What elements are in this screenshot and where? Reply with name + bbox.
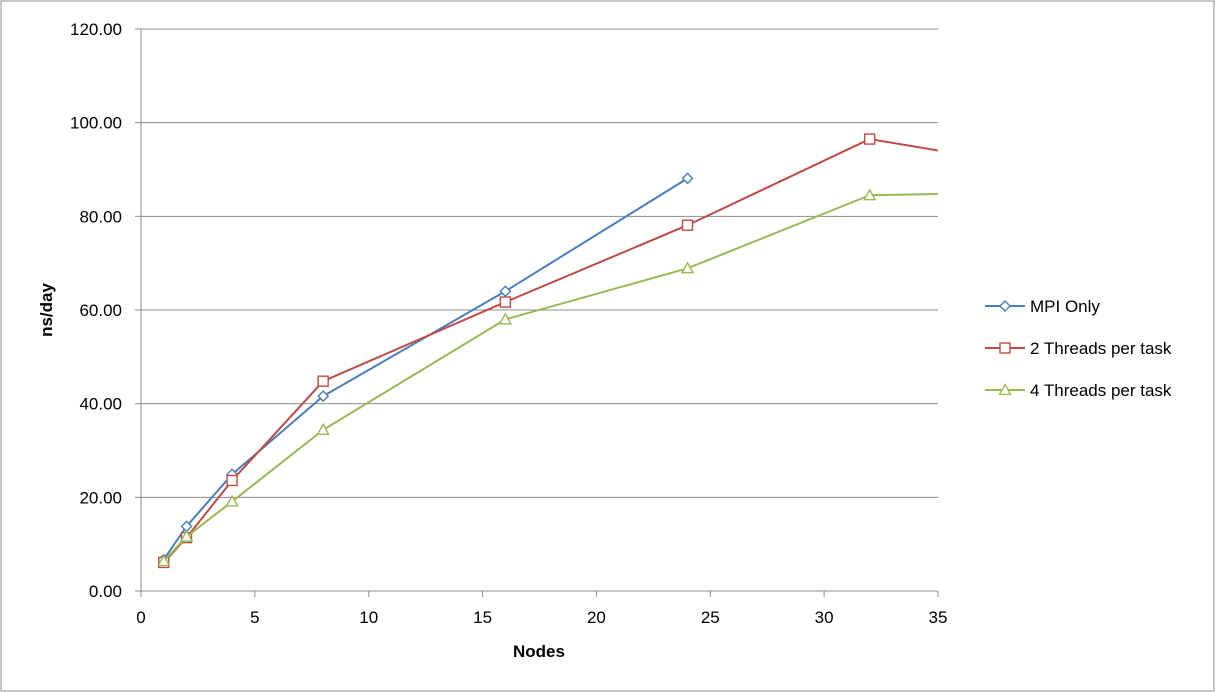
- x-tick-label: 35: [929, 608, 948, 627]
- data-point: [316, 422, 330, 435]
- x-tick-label: 15: [473, 608, 492, 627]
- y-tick-label: 60.00: [79, 301, 122, 320]
- x-tick-label: 10: [359, 608, 378, 627]
- data-series: [157, 133, 938, 569]
- legend-marker: [999, 300, 1011, 312]
- legend: MPI Only 2 Threads per task 4 Threads per …: [985, 297, 1172, 400]
- y-tick-label: 80.00: [79, 207, 122, 226]
- x-tick-label: 30: [815, 608, 834, 627]
- y-tick-label: 40.00: [79, 395, 122, 414]
- data-point: [157, 554, 171, 567]
- x-tick-label: 20: [587, 608, 606, 627]
- data-point: [499, 285, 512, 298]
- legend-item: MPI Only: [985, 297, 1100, 316]
- axes: [135, 28, 939, 597]
- series-line: [163, 138, 938, 564]
- series-3: [157, 188, 938, 567]
- legend-label: 2 Threads per task: [1030, 339, 1172, 358]
- y-tick-label: 100.00: [70, 114, 122, 133]
- y-tick-label: 0.00: [89, 582, 122, 601]
- legend-label: 4 Threads per task: [1030, 381, 1172, 400]
- data-point: [498, 312, 513, 325]
- data-point: [179, 529, 194, 542]
- y-tick-label: 120.00: [70, 20, 122, 39]
- x-axis-title: Nodes: [513, 642, 565, 661]
- series-line: [163, 193, 938, 562]
- data-point: [499, 296, 512, 308]
- tick-labels: 0.00 20.00 40.00 60.00 80.00 100.00 120.00 0 5 10…: [70, 20, 947, 627]
- y-axis-title: ns/day: [37, 283, 56, 337]
- data-point: [225, 494, 239, 507]
- legend-marker: [998, 383, 1012, 396]
- data-point: [863, 133, 876, 145]
- grid-lines: [141, 28, 938, 498]
- legend-item: 2 Threads per task: [985, 339, 1172, 358]
- data-point: [317, 390, 330, 403]
- legend-item: 4 Threads per task: [985, 381, 1172, 400]
- data-point: [681, 219, 694, 231]
- data-point: [317, 375, 329, 387]
- y-tick-label: 20.00: [79, 488, 122, 507]
- data-point: [680, 261, 695, 274]
- legend-marker: [999, 342, 1011, 354]
- data-point: [862, 188, 877, 201]
- legend-label: MPI Only: [1030, 297, 1100, 316]
- data-point: [681, 172, 694, 185]
- x-tick-label: 5: [250, 608, 259, 627]
- data-point: [226, 474, 238, 487]
- x-tick-label: 25: [701, 608, 720, 627]
- x-tick-label: 0: [136, 608, 145, 627]
